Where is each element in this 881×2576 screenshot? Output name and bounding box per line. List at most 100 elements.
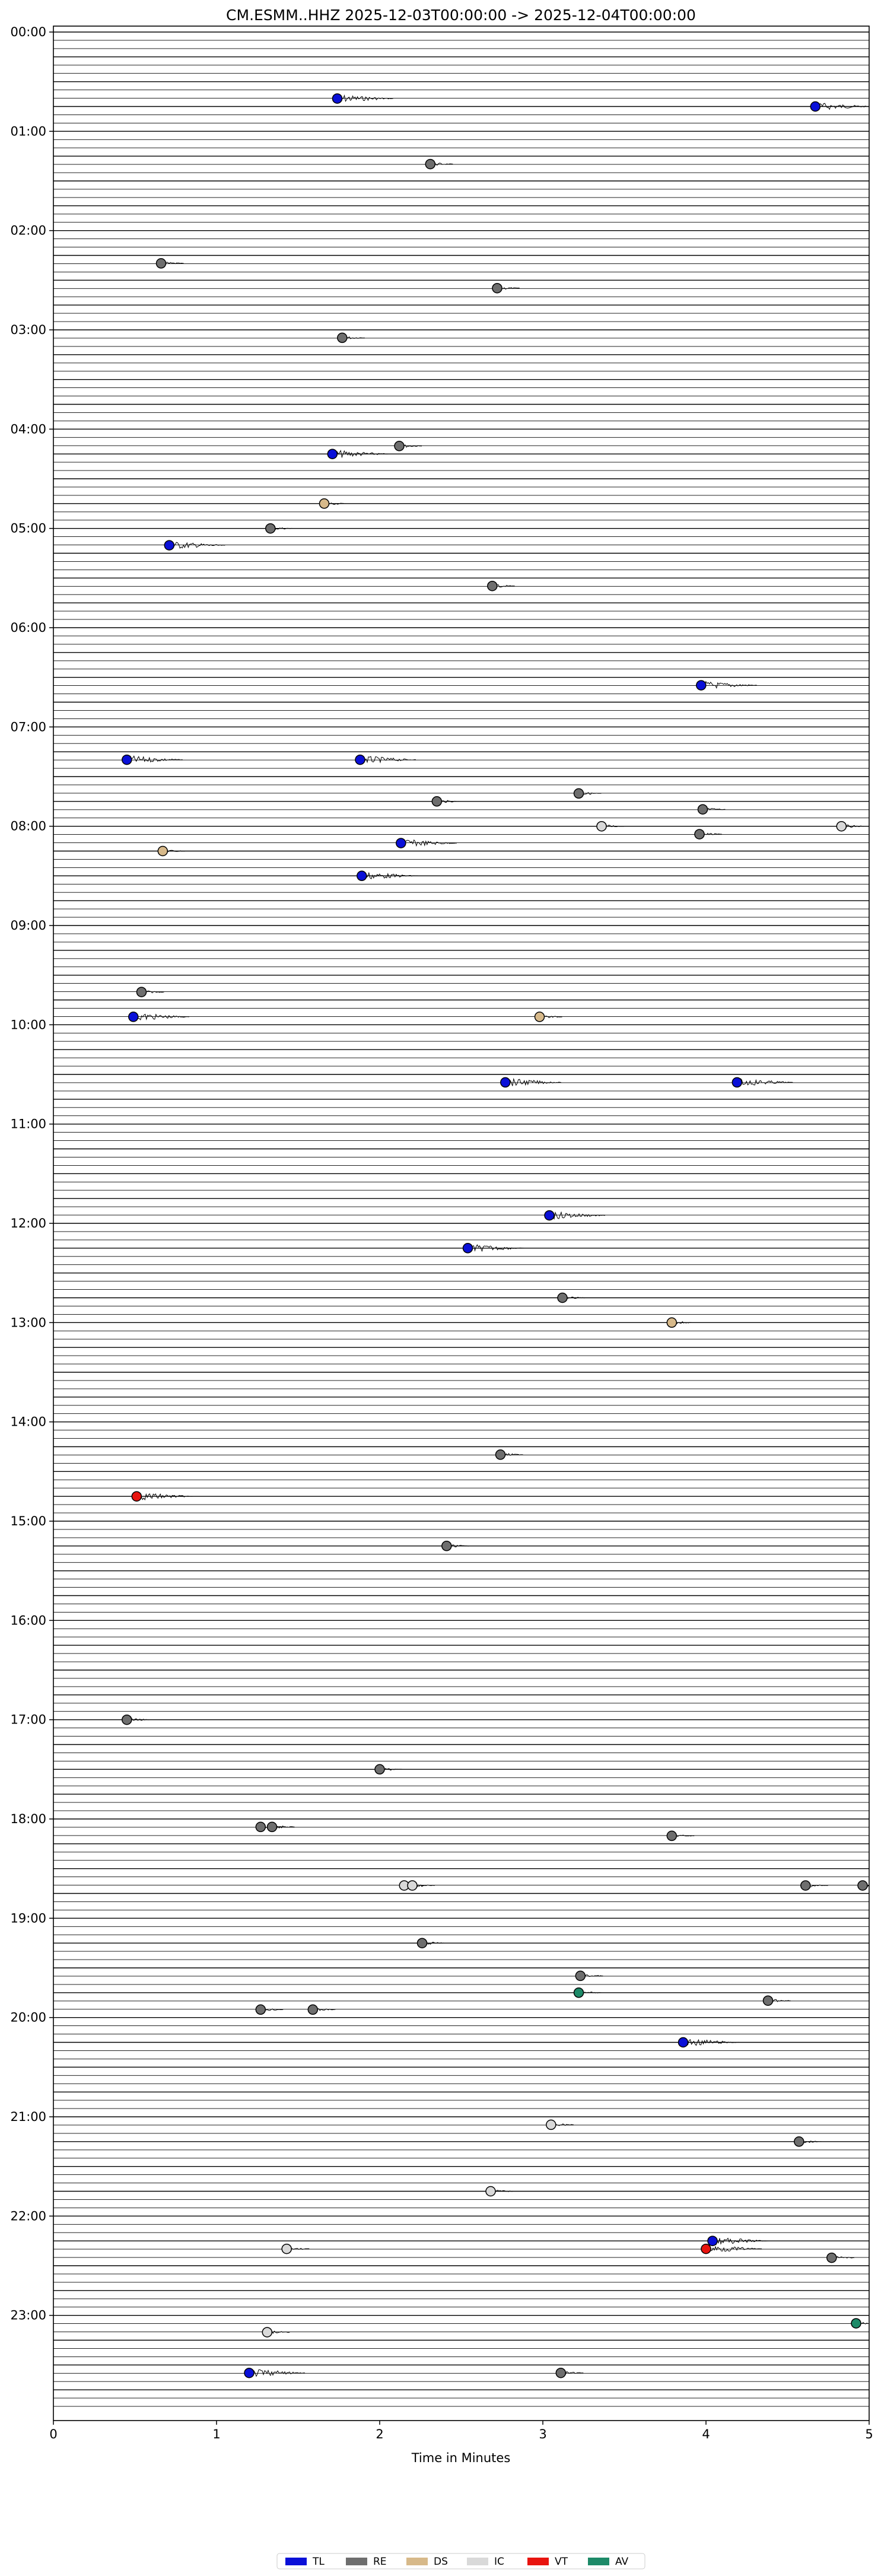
signal-burst [126,755,183,763]
legend-label-ds: DS [434,2556,448,2568]
event-marker-re [255,2004,266,2015]
seismogram-traces [53,31,869,2407]
event-marker-ic [546,2119,556,2130]
y-tick-label: 15:00 [10,1514,46,1528]
x-tick-label: 5 [865,2427,873,2441]
signal-burst [701,680,757,689]
event-marker-re [416,1938,428,1948]
y-tick-label: 19:00 [10,1911,46,1925]
y-tick-label: 09:00 [10,918,46,933]
y-tick-label: 16:00 [10,1613,46,1627]
event-marker-re [762,1995,774,2006]
signal-burst [136,1493,193,1501]
event-marker-vt [701,2243,711,2254]
event-marker-tl [731,1077,743,1088]
signal-burst [736,1078,793,1086]
event-marker-tl [500,1077,511,1088]
legend-swatch-av [588,2558,609,2565]
event-marker-re [575,1970,586,1982]
event-marker-re [337,332,348,344]
y-tick-label: 12:00 [10,1216,46,1230]
legend-swatch-tl [285,2558,307,2565]
event-marker-ic [281,2243,292,2254]
event-marker-re [857,1880,868,1891]
y-tick-label: 18:00 [10,1812,46,1826]
x-tick-label: 0 [49,2427,57,2441]
event-marker-tl [355,754,365,765]
event-marker-tl [396,838,406,848]
signal-burst [168,542,225,549]
event-marker-ic [836,820,847,832]
y-tick-label: 14:00 [10,1415,46,1429]
event-marker-av [573,1987,584,1998]
y-tick-label: 07:00 [10,720,46,734]
event-marker-re [431,796,443,807]
event-marker-ds [534,1012,545,1022]
x-axis-label: Time in Minutes [411,2451,511,2465]
x-tick-label: 2 [376,2427,383,2441]
legend-frame [276,2553,645,2569]
event-marker-re [794,2136,804,2147]
event-marker-tl [696,680,707,691]
y-tick-label: 05:00 [10,521,46,536]
x-axis: 0 1 2 3 4 5 [49,2421,873,2441]
event-marker-re [425,158,436,170]
signal-burst [549,1211,606,1220]
event-marker-re [122,1714,132,1725]
signal-burst [505,1077,561,1086]
event-marker-re [441,1541,452,1551]
y-tick-label: 00:00 [10,25,46,39]
signal-burst [705,2245,762,2253]
signal-burst [467,1244,524,1252]
event-marker-re [826,2252,837,2263]
signal-burst [400,839,457,847]
event-marker-ds [319,498,330,509]
event-marker-re [255,1821,266,1833]
y-axis: 00:00 01:00 02:00 03:00 04:00 05:00 06:00 07:00… [10,25,53,2323]
y-tick-label: 22:00 [10,2209,46,2223]
y-tick-label: 01:00 [10,124,46,138]
seismic-signal-bursts [126,94,870,2377]
y-tick-label: 08:00 [10,819,46,834]
event-marker-re [155,258,167,269]
event-marker-tl [810,101,821,112]
event-marker-ic [262,2327,273,2338]
event-marker-re [555,2367,567,2378]
legend-label-tl: TL [312,2556,325,2568]
event-marker-re [697,804,708,815]
event-marker-re [307,2004,319,2015]
event-marker-re [492,282,502,294]
event-marker-re [666,1830,678,1842]
signal-burst [332,450,389,459]
event-marker-tl [332,93,343,104]
legend-swatch-ic [467,2558,488,2565]
y-tick-label: 20:00 [10,2011,46,2025]
event-marker-tl [462,1243,473,1254]
y-tick-label: 04:00 [10,422,46,436]
legend-label-av: AV [615,2556,629,2568]
y-tick-label: 03:00 [10,323,46,337]
signal-burst [249,2369,306,2377]
event-marker-tl [357,870,367,882]
legend-label-ic: IC [494,2556,504,2568]
event-marker-re [800,1880,811,1891]
x-tick-label: 3 [539,2427,546,2441]
event-marker-re [136,987,147,997]
legend: TL RE DS IC VT AV [276,2553,645,2569]
y-tick-label: 23:00 [10,2308,46,2323]
signal-burst [360,756,416,764]
signal-burst [133,1013,189,1021]
event-marker-ds [157,845,168,857]
x-tick-label: 1 [212,2427,220,2441]
event-marker-re [265,523,276,534]
event-marker-tl [327,449,338,459]
event-marker-tl [544,1210,555,1221]
event-marker-re [495,1449,506,1460]
x-tick-label: 4 [702,2427,710,2441]
event-marker-re [487,580,498,591]
y-tick-label: 02:00 [10,224,46,238]
event-marker-re [266,1821,278,1833]
y-tick-label: 10:00 [10,1017,46,1032]
event-marker-re [394,441,405,451]
event-marker-tl [164,540,175,551]
